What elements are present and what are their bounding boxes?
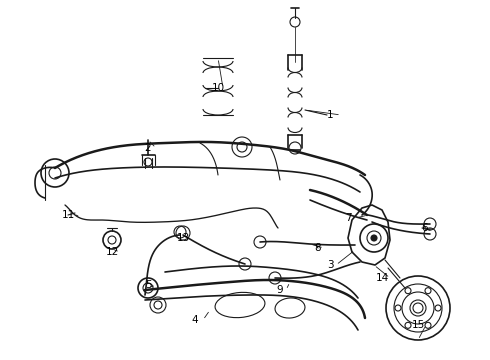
Text: 12: 12 [105,247,119,257]
Text: 1: 1 [327,110,333,120]
Text: 6: 6 [422,223,428,233]
Text: 2: 2 [145,143,151,153]
Text: 4: 4 [192,315,198,325]
Circle shape [413,303,423,313]
Text: 3: 3 [327,260,333,270]
Text: 5: 5 [145,280,151,290]
Text: 13: 13 [176,233,190,243]
Text: 15: 15 [412,320,425,330]
Text: 7: 7 [344,213,351,223]
Text: 8: 8 [315,243,321,253]
Text: 14: 14 [375,273,389,283]
Text: 10: 10 [212,83,224,93]
Text: 11: 11 [61,210,74,220]
Text: 9: 9 [277,285,283,295]
Circle shape [371,235,377,241]
